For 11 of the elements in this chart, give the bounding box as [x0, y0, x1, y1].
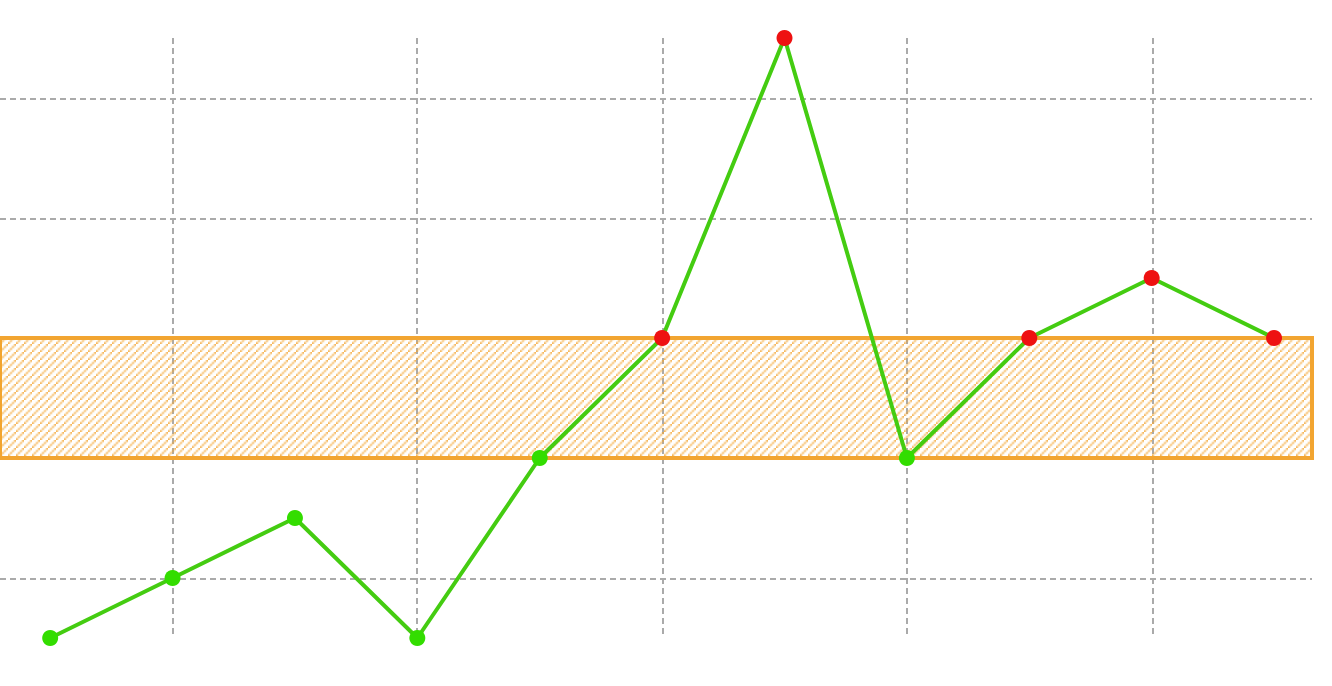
point [531, 450, 548, 466]
point [164, 570, 181, 586]
point [286, 510, 303, 526]
point [1143, 270, 1160, 286]
point [898, 450, 915, 466]
point [654, 330, 671, 346]
point [1266, 330, 1283, 346]
point [42, 630, 59, 646]
point [409, 630, 426, 646]
point [776, 30, 793, 46]
point [1021, 330, 1038, 346]
